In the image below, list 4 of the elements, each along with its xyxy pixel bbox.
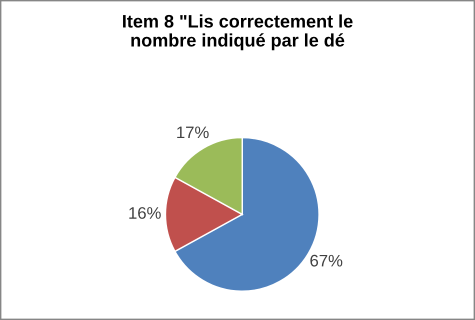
data-label: 16% <box>129 207 161 219</box>
chart-title: Item 8 "Lis correctement le nombre indiqué par le dé <box>123 14 353 50</box>
data-label: 17% <box>177 126 209 138</box>
data-label: 67% <box>310 254 342 267</box>
